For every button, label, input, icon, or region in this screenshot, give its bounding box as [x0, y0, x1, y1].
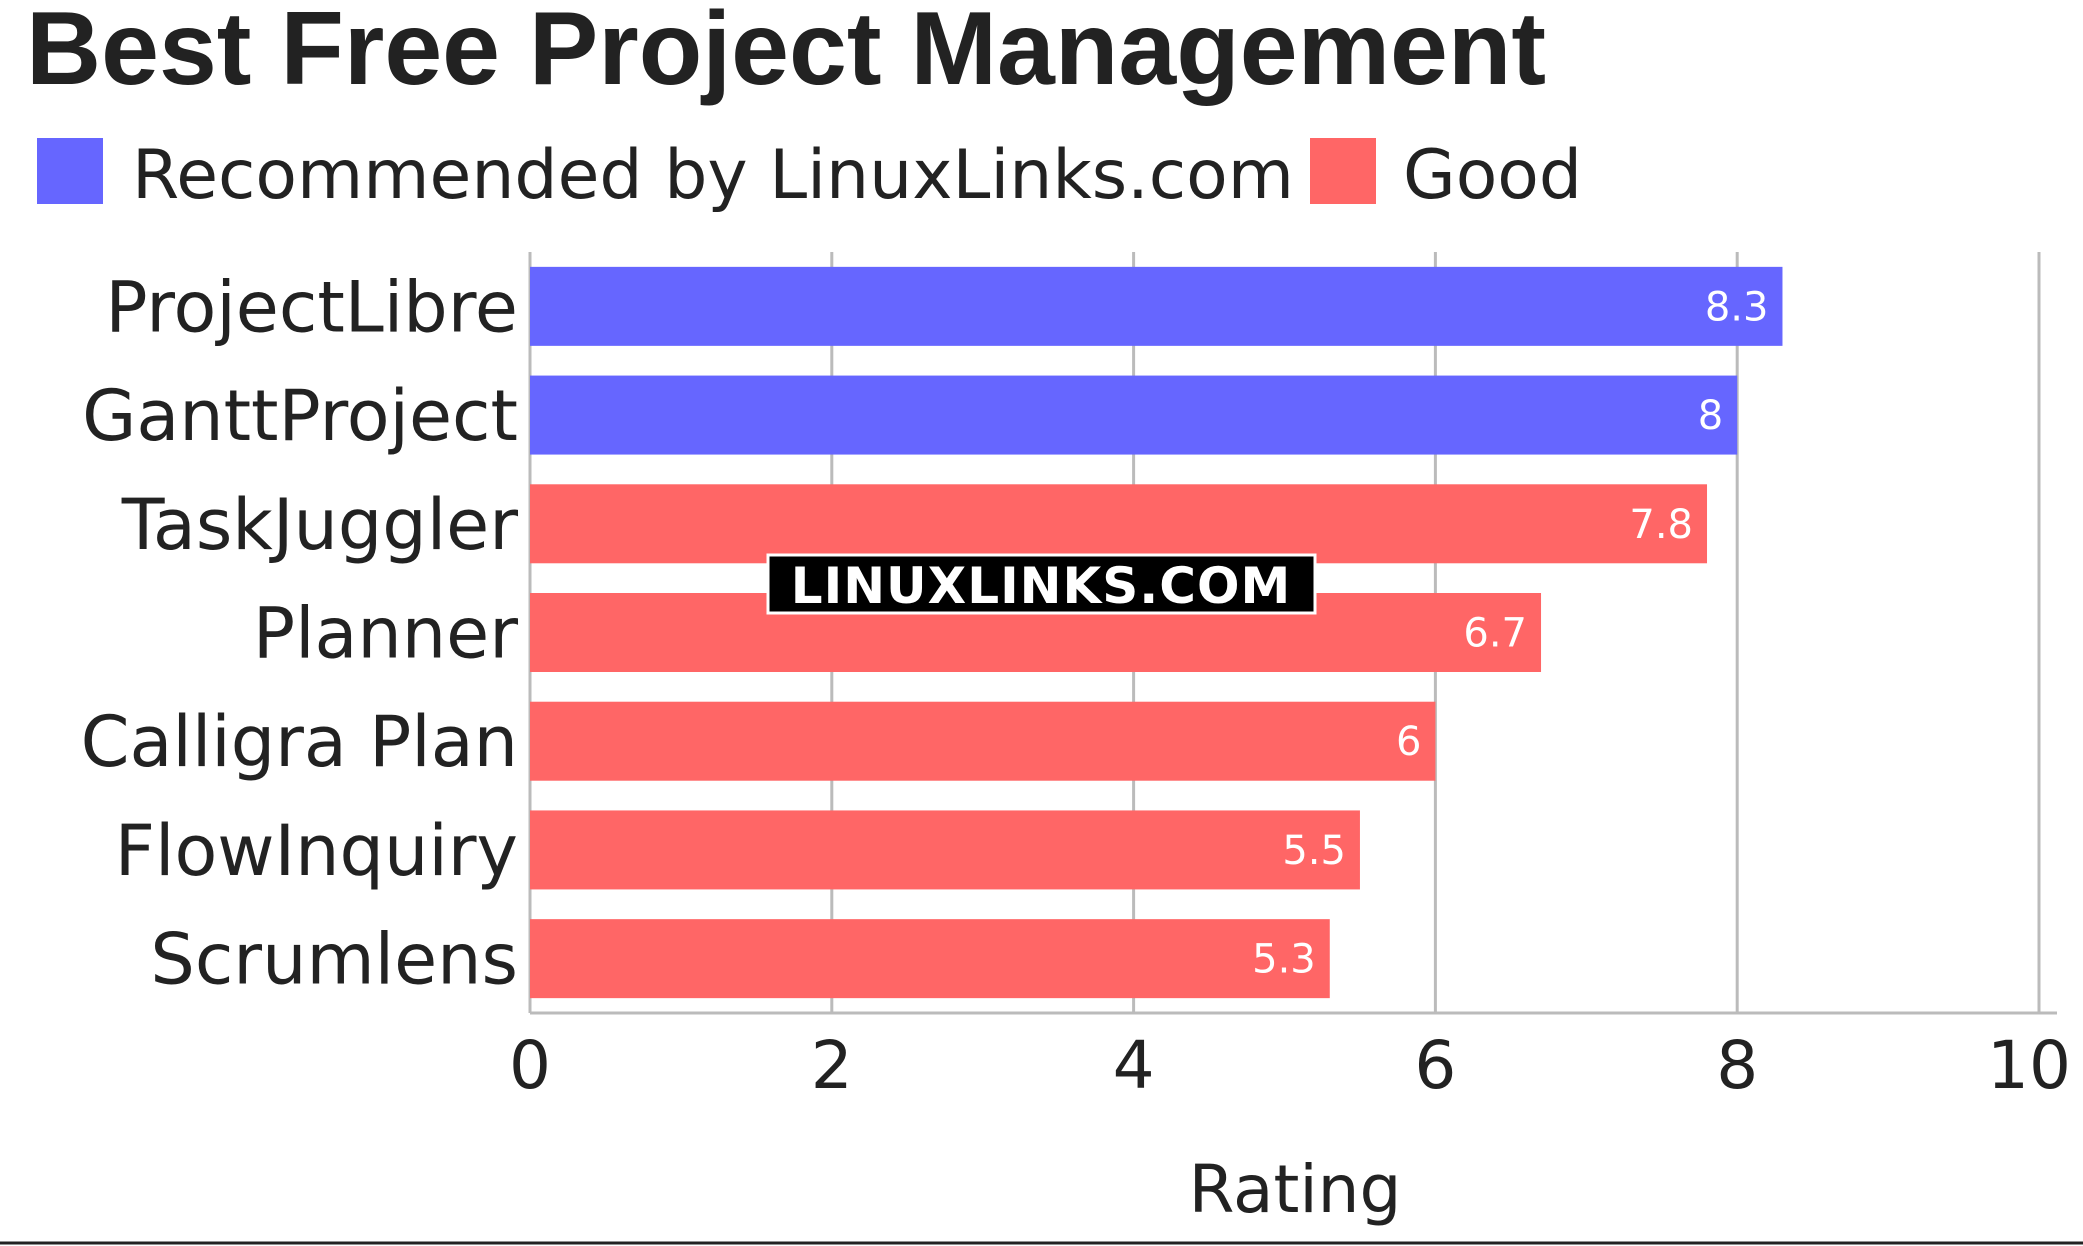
bar	[530, 810, 1360, 890]
category-label: TaskJuggler	[121, 484, 518, 566]
bar-value-label: 5.5	[1282, 828, 1346, 874]
x-tick-label: 4	[1113, 1027, 1155, 1104]
x-axis-ticks: 0 2 4 6 8 10	[509, 1027, 2071, 1104]
x-tick-label: 2	[811, 1027, 853, 1104]
legend-label-good: Good	[1403, 136, 1582, 215]
bar-value-label: 6.7	[1463, 611, 1527, 657]
watermark-box	[766, 553, 1317, 615]
legend-swatch-good	[1310, 138, 1376, 204]
bar-value-label: 6	[1396, 719, 1421, 765]
bars: 8.3 8 7.8 6.7 6 5.5 5.3	[530, 266, 1783, 999]
x-tick-label: 8	[1716, 1027, 1758, 1104]
bar-value-label: 8	[1698, 393, 1723, 439]
category-labels: ProjectLibre GanttProject TaskJuggler Plann…	[81, 266, 519, 1000]
x-tick-label: 6	[1414, 1027, 1456, 1104]
bar	[530, 266, 1783, 346]
chart-title: Best Free Project Management	[26, 0, 1546, 107]
x-tick-label: 10	[1987, 1027, 2071, 1104]
bar	[530, 701, 1436, 781]
category-label: GanttProject	[82, 375, 518, 457]
x-tick-label: 0	[509, 1027, 551, 1104]
legend-swatch-recommended	[37, 138, 103, 204]
category-label: Scrumlens	[150, 919, 518, 1001]
bar-value-label: 5.3	[1252, 937, 1316, 983]
bar-value-label: 7.8	[1629, 502, 1693, 548]
legend: Recommended by LinuxLinks.com Good	[37, 136, 1582, 215]
category-label: ProjectLibre	[105, 266, 518, 348]
bar	[530, 484, 1708, 564]
x-axis-title: Rating	[1189, 1151, 1402, 1228]
category-label: FlowInquiry	[115, 810, 518, 892]
legend-label-recommended: Recommended by LinuxLinks.com	[132, 136, 1294, 215]
watermark-text: LINUXLINKS.COM	[791, 557, 1291, 615]
bar-value-label: 8.3	[1705, 284, 1769, 330]
bar	[530, 919, 1330, 999]
watermark: LINUXLINKS.COM	[766, 553, 1317, 615]
bar	[530, 375, 1738, 455]
category-label: Planner	[253, 593, 518, 675]
category-label: Calligra Plan	[81, 701, 518, 783]
